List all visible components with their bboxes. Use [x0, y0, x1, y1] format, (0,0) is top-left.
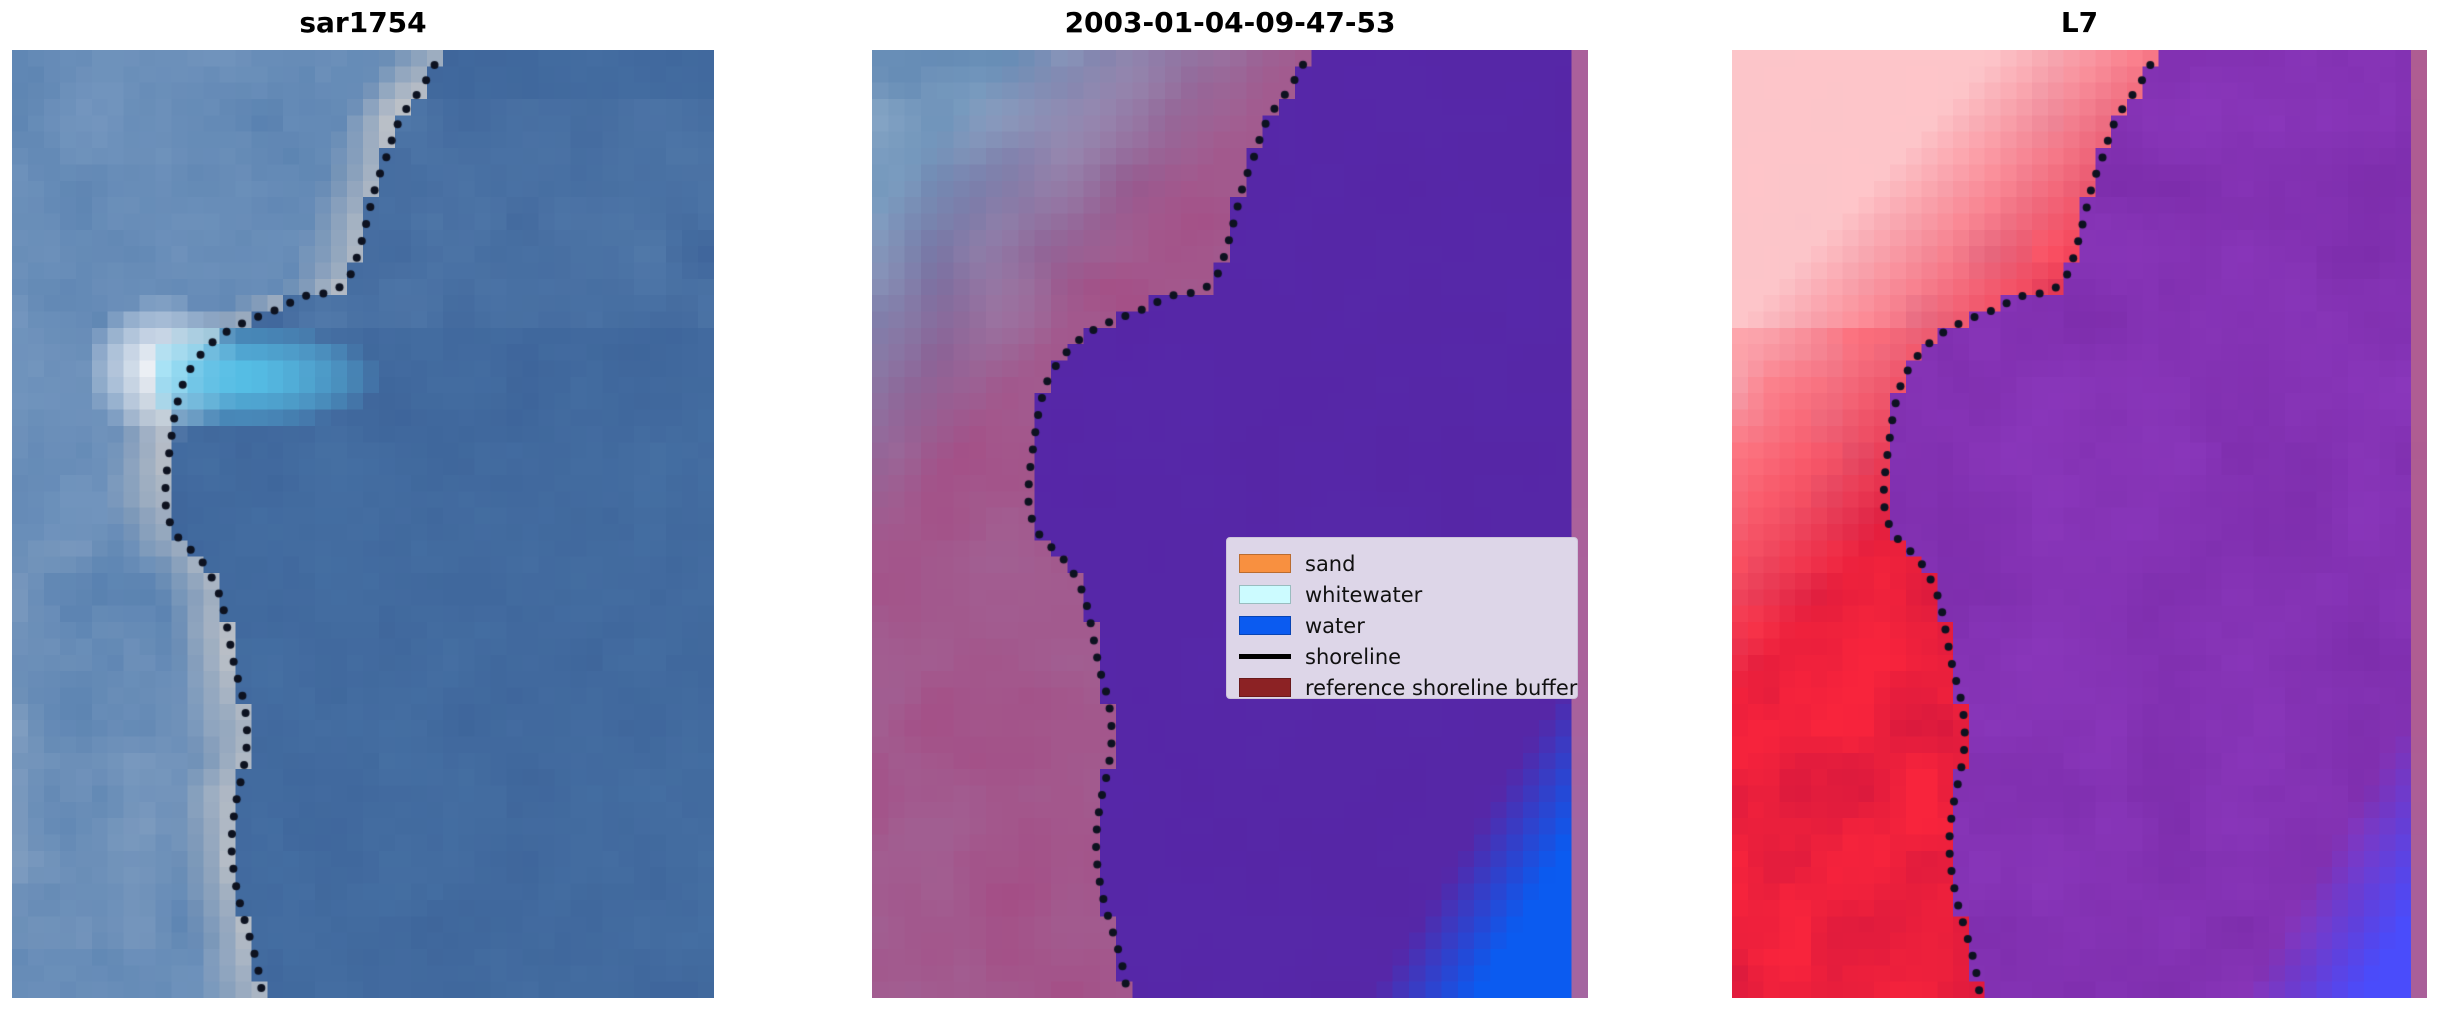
- legend-label-reference-buffer: reference shoreline buffer: [1305, 675, 1578, 700]
- legend-label-sand: sand: [1305, 551, 1356, 576]
- shoreline-line-icon: [1239, 654, 1291, 659]
- panel-classified: 2003-01-04-09-47-53: [872, 0, 1588, 1015]
- shoreline-overlay: [1732, 50, 2427, 998]
- l7-image-axes[interactable]: [1732, 50, 2427, 998]
- whitewater-swatch-icon: [1239, 585, 1291, 604]
- legend-item-shoreline: shoreline: [1239, 641, 1569, 672]
- legend-item-water: water: [1239, 610, 1569, 641]
- legend-label-whitewater: whitewater: [1305, 582, 1423, 607]
- legend-label-shoreline: shoreline: [1305, 644, 1402, 669]
- panel-title-classified: 2003-01-04-09-47-53: [1064, 6, 1396, 39]
- reference-buffer-swatch-icon: [1239, 678, 1291, 697]
- shoreline-overlay: [872, 50, 1588, 998]
- legend-item-sand: sand: [1239, 548, 1569, 579]
- water-swatch-icon: [1239, 616, 1291, 635]
- shoreline-overlay: [12, 50, 714, 998]
- legend-item-reference-buffer: reference shoreline buffer: [1239, 672, 1577, 703]
- panel-title-l7: L7: [2060, 6, 2099, 39]
- legend-item-whitewater: whitewater: [1239, 579, 1569, 610]
- class-legend: sand whitewater water shoreline referenc…: [1226, 537, 1578, 700]
- sand-swatch-icon: [1239, 554, 1291, 573]
- panel-sar: sar1754: [12, 0, 714, 1015]
- legend-label-water: water: [1305, 613, 1365, 638]
- sar-image-axes[interactable]: [12, 50, 714, 998]
- classified-image-axes[interactable]: [872, 50, 1588, 998]
- panel-l7: L7: [1732, 0, 2427, 1015]
- panel-title-sar: sar1754: [299, 6, 427, 39]
